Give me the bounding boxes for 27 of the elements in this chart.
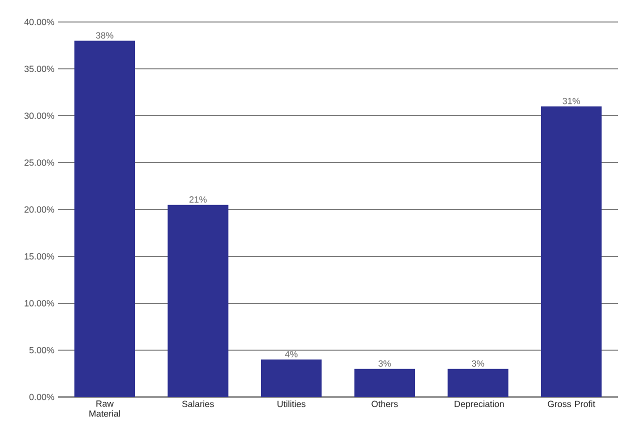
x-tick-label: Utilities [278,400,306,408]
x-tick-label: Others [372,400,398,408]
y-tick-label: 5.00% [29,346,54,354]
x-tick-label: Depreciation [454,400,504,409]
y-tick-label: 35.00% [24,66,54,72]
y-tick-label: 0.00% [29,394,54,400]
data-label: 4% [285,351,298,358]
data-label: 3% [378,360,391,367]
bar [168,204,228,397]
y-tick-label: 25.00% [24,159,54,166]
x-tick-label: Gross Profit [548,400,596,408]
data-label: 31% [562,98,580,104]
bar [74,40,135,397]
bar [354,368,416,397]
x-tick-label: Raw Material [89,400,120,417]
y-tick-label: 30.00% [24,112,54,119]
y-tick-label: 20.00% [24,206,54,213]
data-label: 38% [96,32,114,39]
bar [261,360,322,397]
data-label: 21% [189,196,207,203]
x-tick-label: Salaries [182,400,214,408]
data-label: 3% [472,360,484,367]
bar [541,106,602,397]
y-tick-label: 15.00% [24,253,54,260]
y-tick-label: 10.00% [24,300,54,306]
bar [448,368,508,397]
y-tick-label: 40.00% [24,18,54,26]
